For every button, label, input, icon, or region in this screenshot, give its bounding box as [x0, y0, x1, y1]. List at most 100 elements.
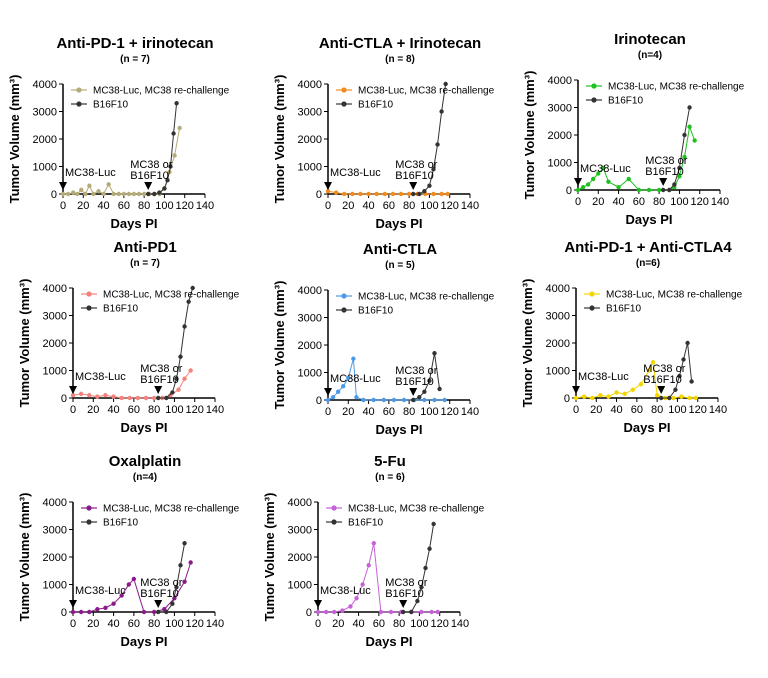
- data-point: [170, 390, 175, 395]
- x-tick-label: 60: [118, 200, 130, 212]
- injection-arrow-icon: [59, 182, 67, 190]
- data-point: [682, 154, 687, 160]
- x-tick-label: 140: [711, 196, 729, 208]
- x-tick-label: 120: [186, 404, 204, 416]
- data-point: [596, 171, 601, 176]
- legend-marker: [76, 101, 82, 107]
- data-point: [60, 191, 66, 197]
- legend-label: B16F10: [103, 518, 138, 529]
- data-point: [687, 124, 692, 129]
- data-point: [685, 340, 690, 346]
- data-point: [157, 190, 162, 195]
- data-point: [381, 397, 386, 403]
- data-point: [91, 191, 96, 197]
- x-tick-label: 20: [342, 200, 354, 212]
- legend-marker: [589, 305, 595, 311]
- data-point: [174, 585, 179, 590]
- x-tick-label: 60: [128, 618, 140, 630]
- data-point: [95, 607, 100, 612]
- injection-arrow-icon: [144, 182, 153, 190]
- annotation-label: B16F10: [395, 170, 434, 182]
- chart-svg: Oxalplatin (n=4) 0 20 40 60 80 100 120 140 0 1000 20…: [17, 453, 240, 649]
- data-point: [371, 397, 376, 403]
- y-tick-label: 3000: [288, 525, 312, 537]
- injection-arrow-icon: [314, 600, 322, 608]
- data-point: [681, 357, 686, 362]
- chart-title: Anti-CTLA + Irinotecan: [319, 35, 481, 52]
- data-point: [442, 397, 447, 403]
- data-point: [667, 187, 672, 193]
- y-tick-label: 2000: [33, 134, 57, 146]
- data-point: [182, 324, 187, 329]
- data-point: [70, 190, 76, 195]
- legend-label: MC38-Luc, MC38 re-challenge: [93, 86, 230, 97]
- data-point: [435, 142, 440, 147]
- legend-marker: [589, 291, 595, 297]
- data-point: [374, 191, 379, 197]
- data-point: [156, 609, 161, 615]
- data-point: [689, 379, 694, 384]
- injection-arrow-icon: [657, 386, 666, 394]
- data-point: [409, 609, 414, 615]
- x-tick-label: 100: [420, 406, 438, 418]
- y-axis-label: Tumor Volume (mm³): [522, 71, 537, 200]
- y-tick-label: 2000: [298, 340, 322, 352]
- annotation-label: MC38 or: [643, 363, 686, 375]
- chart-panel: Irinotecan (n=4) 0 20 40 60 80 100 120 140 0 1000 20…: [520, 30, 760, 240]
- data-point: [131, 576, 137, 582]
- data-point: [83, 191, 88, 197]
- y-tick-label: 1000: [43, 580, 67, 592]
- data-point: [650, 360, 656, 365]
- y-tick-label: 1000: [546, 366, 570, 378]
- chart-svg: Anti-CTLA + Irinotecan (n = 8) 0 20 40 60 80 10…: [272, 35, 495, 231]
- legend-label: MC38-Luc, MC38 re-challenge: [358, 86, 495, 97]
- injection-arrow-icon: [69, 600, 77, 608]
- x-tick-label: 0: [575, 196, 581, 208]
- x-tick-label: 0: [70, 618, 76, 630]
- legend-marker: [341, 101, 347, 107]
- x-tick-label: 40: [352, 618, 364, 630]
- data-point: [659, 395, 664, 401]
- data-point: [70, 393, 76, 398]
- data-point: [693, 395, 698, 401]
- data-point: [141, 191, 147, 197]
- data-point: [146, 191, 151, 197]
- injection-arrow-icon: [574, 178, 582, 186]
- data-point: [581, 394, 587, 399]
- data-point: [656, 187, 662, 193]
- x-axis-label: Days PI: [376, 216, 423, 231]
- injection-arrow-icon: [572, 386, 580, 394]
- data-point: [177, 125, 182, 131]
- data-point: [417, 191, 422, 197]
- data-point: [431, 521, 436, 527]
- y-tick-label: 4000: [43, 283, 67, 295]
- data-point: [622, 391, 627, 397]
- x-tick-label: 140: [461, 406, 479, 418]
- annotation-label: B16F10: [385, 588, 424, 600]
- data-point: [411, 191, 416, 197]
- x-tick-label: 120: [431, 618, 449, 630]
- data-point: [390, 191, 396, 197]
- data-point: [168, 164, 173, 169]
- x-tick-label: 20: [590, 404, 602, 416]
- chart-svg: Anti-PD-1 + Anti-CTLA4(n=6)0 20 40 60 80 100 1…: [520, 239, 743, 435]
- annotation-label: B16F10: [140, 374, 179, 386]
- data-point: [335, 389, 341, 394]
- data-point: [178, 354, 183, 359]
- data-point: [325, 397, 331, 403]
- legend-label: B16F10: [348, 518, 383, 529]
- legend-label: B16F10: [358, 306, 393, 317]
- y-tick-label: 4000: [43, 497, 67, 509]
- y-axis-label: Tumor Volume (mm³): [272, 75, 287, 204]
- legend-label: B16F10: [103, 304, 138, 315]
- data-point: [366, 191, 371, 197]
- data-point: [96, 189, 101, 194]
- data-point: [75, 191, 80, 197]
- x-tick-label: 60: [128, 404, 140, 416]
- data-point: [422, 389, 427, 394]
- y-tick-label: 1000: [288, 580, 312, 592]
- data-point: [103, 605, 108, 611]
- x-tick-label: 40: [610, 404, 622, 416]
- data-point: [106, 182, 111, 187]
- chart-panel: Anti-PD-1 + irinotecan (n = 7) 0 20 40 60 80 10…: [5, 34, 245, 244]
